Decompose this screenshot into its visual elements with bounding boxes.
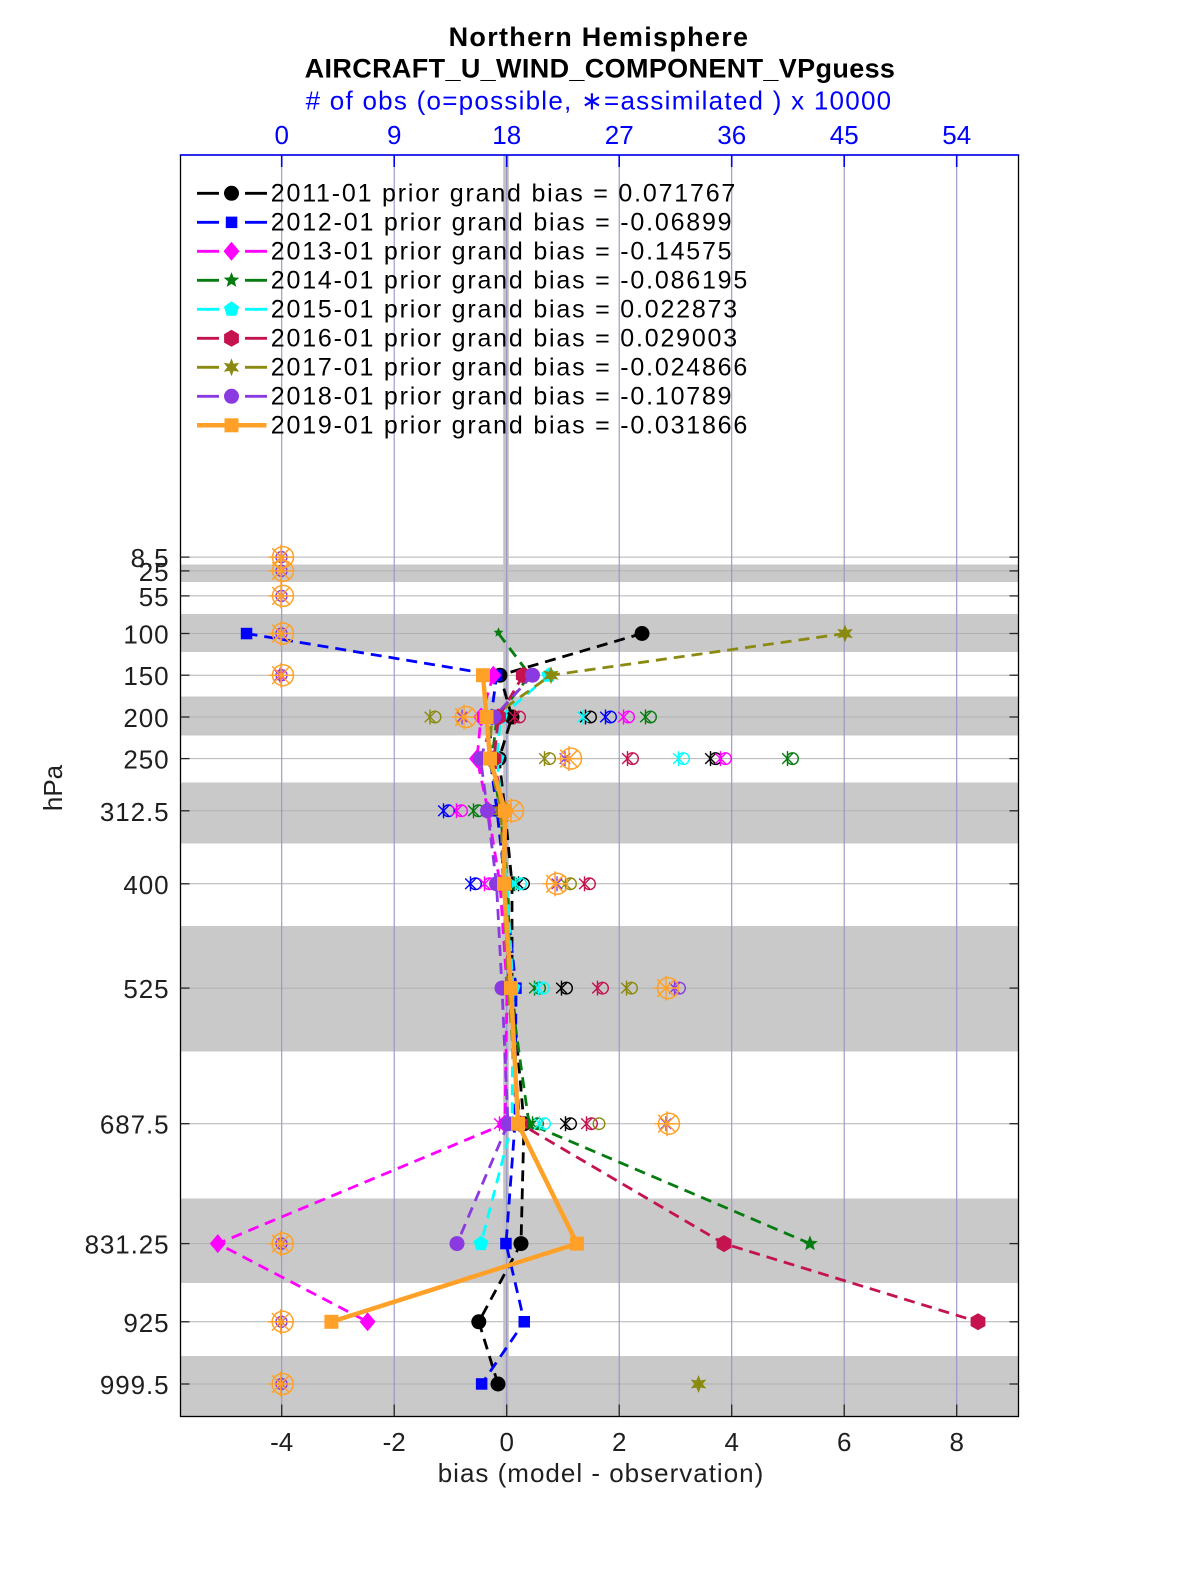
svg-text:27: 27 bbox=[605, 120, 634, 150]
svg-text:8.5: 8.5 bbox=[131, 543, 170, 573]
svg-text:18: 18 bbox=[492, 120, 521, 150]
svg-text:36: 36 bbox=[717, 120, 746, 150]
svg-text:2018-01 prior grand bias = -0.: 2018-01 prior grand bias = -0.10789 bbox=[271, 382, 734, 410]
svg-text:100: 100 bbox=[123, 620, 169, 650]
svg-text:2011-01 prior grand bias = 0.0: 2011-01 prior grand bias = 0.071767 bbox=[271, 179, 737, 207]
svg-text:45: 45 bbox=[830, 120, 859, 150]
svg-text:2015-01 prior grand bias = 0.0: 2015-01 prior grand bias = 0.022873 bbox=[271, 295, 739, 323]
svg-text:525: 525 bbox=[123, 974, 169, 1004]
svg-text:hPa: hPa bbox=[38, 764, 68, 811]
svg-text:AIRCRAFT_U_WIND_COMPONENT_VPgu: AIRCRAFT_U_WIND_COMPONENT_VPguess bbox=[305, 54, 896, 84]
svg-text:55: 55 bbox=[139, 582, 170, 612]
svg-text:6: 6 bbox=[837, 1427, 851, 1457]
svg-text:25: 25 bbox=[139, 557, 170, 587]
svg-text:# of obs (o=possible, ∗=assimi: # of obs (o=possible, ∗=assimilated ) x … bbox=[306, 86, 893, 116]
svg-text:250: 250 bbox=[123, 745, 169, 775]
svg-text:Northern Hemisphere: Northern Hemisphere bbox=[449, 22, 750, 52]
svg-text:2016-01 prior grand bias = 0.0: 2016-01 prior grand bias = 0.029003 bbox=[271, 324, 739, 352]
svg-text:150: 150 bbox=[123, 661, 169, 691]
svg-text:4: 4 bbox=[724, 1427, 738, 1457]
svg-text:925: 925 bbox=[123, 1308, 169, 1338]
svg-text:0: 0 bbox=[499, 1427, 513, 1457]
svg-text:200: 200 bbox=[123, 703, 169, 733]
svg-text:687.5: 687.5 bbox=[100, 1110, 170, 1140]
svg-text:2014-01 prior grand bias = -0.: 2014-01 prior grand bias = -0.086195 bbox=[271, 266, 749, 294]
svg-text:999.5: 999.5 bbox=[100, 1370, 170, 1400]
svg-text:2019-01 prior grand bias = -0.: 2019-01 prior grand bias = -0.031866 bbox=[271, 411, 749, 439]
svg-text:831.25: 831.25 bbox=[85, 1230, 170, 1260]
svg-text:312.5: 312.5 bbox=[100, 797, 170, 827]
svg-text:400: 400 bbox=[123, 870, 169, 900]
svg-text:2012-01 prior grand bias = -0.: 2012-01 prior grand bias = -0.06899 bbox=[271, 208, 734, 236]
svg-text:bias (model - observation): bias (model - observation) bbox=[438, 1458, 765, 1488]
svg-text:0: 0 bbox=[274, 120, 288, 150]
svg-text:-2: -2 bbox=[383, 1427, 406, 1457]
svg-text:-4: -4 bbox=[270, 1427, 293, 1457]
svg-text:2: 2 bbox=[612, 1427, 626, 1457]
svg-text:2017-01 prior grand bias = -0.: 2017-01 prior grand bias = -0.024866 bbox=[271, 353, 749, 381]
svg-text:2013-01 prior grand bias = -0.: 2013-01 prior grand bias = -0.14575 bbox=[271, 237, 734, 265]
svg-text:9: 9 bbox=[387, 120, 401, 150]
svg-text:8: 8 bbox=[949, 1427, 963, 1457]
svg-text:54: 54 bbox=[942, 120, 971, 150]
